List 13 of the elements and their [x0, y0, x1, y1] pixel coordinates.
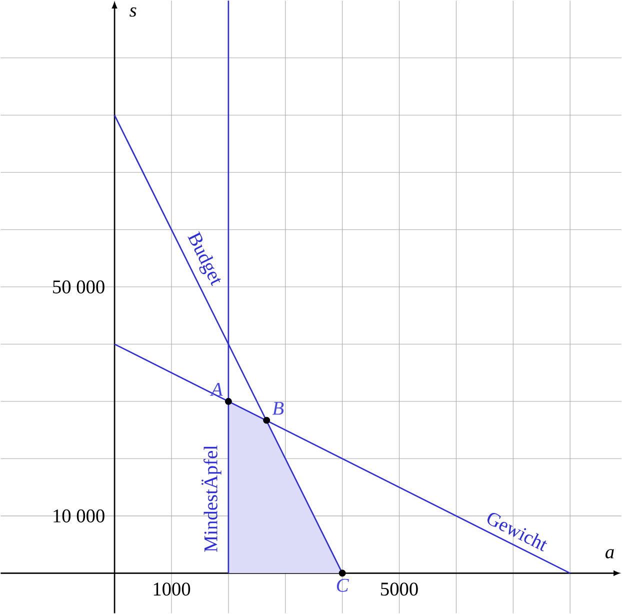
- y-tick-label: 10 000: [54, 509, 104, 522]
- x-tick-label: 1000: [154, 582, 190, 596]
- text: MindestÄpfel: [202, 445, 222, 552]
- point: [338, 570, 346, 577]
- annotation: C: [336, 578, 349, 592]
- y-axis-title: s: [130, 7, 136, 17]
- annotation: B: [272, 402, 284, 415]
- x-tick-label: 5000: [381, 582, 418, 596]
- annotation: A: [210, 383, 223, 396]
- point: [224, 398, 232, 405]
- x-axis-title: a: [606, 549, 614, 558]
- point: [263, 416, 270, 424]
- y-tick-label: 50 000: [53, 280, 104, 294]
